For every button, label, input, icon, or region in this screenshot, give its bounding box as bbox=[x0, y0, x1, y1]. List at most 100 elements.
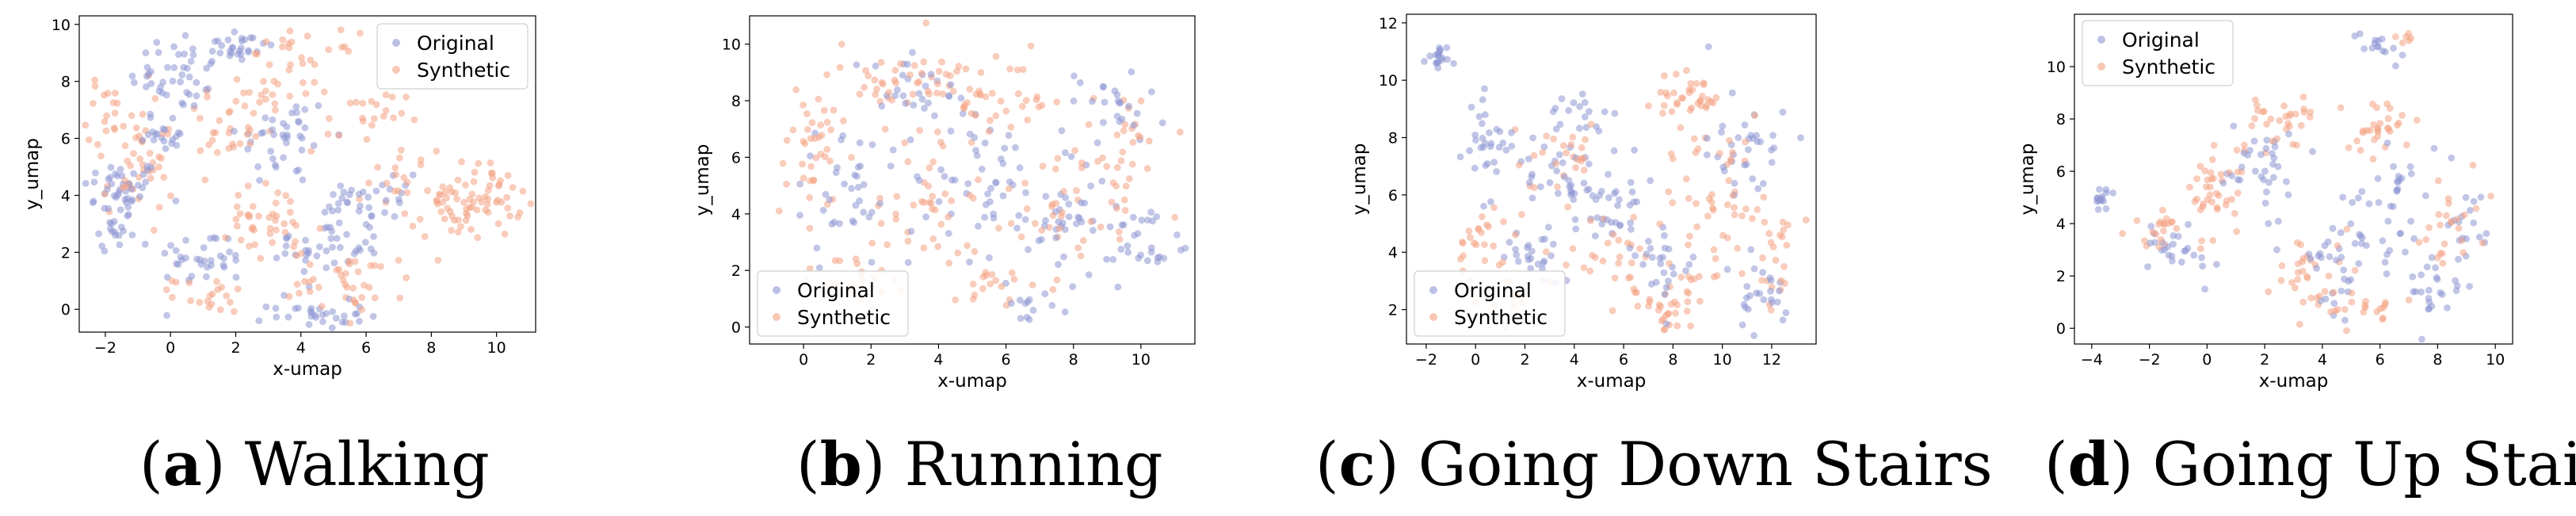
point-original bbox=[147, 164, 155, 171]
point-original bbox=[2094, 205, 2102, 213]
caption-b: (b) Running bbox=[796, 429, 1163, 499]
point-synthetic bbox=[1077, 252, 1085, 260]
point-synthetic bbox=[827, 126, 835, 134]
point-synthetic bbox=[2348, 298, 2356, 306]
point-synthetic bbox=[920, 58, 928, 66]
point-synthetic bbox=[318, 303, 326, 310]
y-tick-label: 6 bbox=[61, 131, 71, 148]
legend-label-synthetic: Synthetic bbox=[417, 59, 510, 82]
point-synthetic bbox=[1715, 150, 1723, 157]
legend-label-synthetic: Synthetic bbox=[2122, 55, 2215, 78]
point-original bbox=[1006, 178, 1013, 185]
point-synthetic bbox=[1512, 231, 1519, 239]
point-synthetic bbox=[1038, 227, 1046, 234]
point-synthetic bbox=[1586, 267, 1594, 275]
point-original bbox=[329, 243, 336, 251]
y-tick-label: 6 bbox=[2056, 163, 2066, 181]
point-synthetic bbox=[1646, 296, 1654, 304]
point-synthetic bbox=[197, 147, 204, 155]
point-synthetic bbox=[2472, 204, 2480, 212]
point-original bbox=[2337, 287, 2345, 295]
point-original bbox=[1766, 274, 1774, 281]
point-synthetic bbox=[354, 268, 362, 276]
point-original bbox=[1589, 192, 1597, 200]
point-synthetic bbox=[2196, 206, 2204, 214]
point-synthetic bbox=[1656, 220, 1664, 227]
point-synthetic bbox=[914, 79, 922, 86]
point-synthetic bbox=[265, 61, 273, 69]
point-synthetic bbox=[2437, 221, 2444, 229]
point-synthetic bbox=[279, 43, 286, 51]
point-original bbox=[1552, 125, 1560, 133]
point-synthetic bbox=[213, 277, 220, 285]
point-original bbox=[329, 308, 337, 315]
point-original bbox=[2387, 202, 2395, 210]
point-synthetic bbox=[216, 117, 223, 124]
point-original bbox=[315, 101, 322, 109]
point-original bbox=[1756, 290, 1764, 297]
y-tick-label: 10 bbox=[1379, 72, 1398, 90]
point-original bbox=[1482, 162, 1490, 170]
point-original bbox=[2263, 188, 2270, 196]
point-original bbox=[1475, 113, 1483, 120]
point-synthetic bbox=[2348, 289, 2356, 297]
panel-b: 0 2 4 6 8 10 0 2 4 6 8 10 x-umap y_umap Original Synthe… bbox=[693, 15, 1196, 392]
point-synthetic bbox=[1749, 215, 1756, 222]
point-synthetic bbox=[992, 277, 1000, 285]
point-synthetic bbox=[232, 97, 240, 105]
point-original bbox=[2349, 199, 2357, 206]
point-original bbox=[95, 230, 102, 238]
panel-a: −2 0 2 4 6 8 10 0 2 4 6 8 10 x-umap y_umap Original Synt… bbox=[22, 15, 536, 380]
point-synthetic bbox=[292, 252, 300, 259]
point-synthetic bbox=[812, 154, 820, 162]
point-original bbox=[1682, 267, 1689, 274]
point-synthetic bbox=[519, 187, 527, 195]
point-original bbox=[966, 258, 973, 266]
point-synthetic bbox=[2228, 196, 2236, 203]
point-synthetic bbox=[1051, 165, 1059, 173]
point-original bbox=[203, 64, 211, 72]
legend-box bbox=[1414, 270, 1566, 337]
point-synthetic bbox=[1661, 72, 1668, 79]
point-synthetic bbox=[1726, 136, 1733, 144]
point-original bbox=[1472, 136, 1479, 144]
point-synthetic bbox=[2277, 277, 2285, 285]
point-original bbox=[910, 101, 918, 109]
point-original bbox=[1549, 108, 1557, 116]
point-synthetic bbox=[2373, 308, 2381, 315]
point-original bbox=[1627, 178, 1635, 186]
point-synthetic bbox=[1658, 109, 1666, 117]
point-synthetic bbox=[925, 182, 932, 190]
point-original bbox=[964, 180, 972, 188]
point-synthetic bbox=[251, 241, 258, 248]
point-synthetic bbox=[233, 203, 241, 211]
point-original bbox=[2240, 149, 2248, 157]
point-original bbox=[1556, 120, 1564, 128]
point-synthetic bbox=[111, 126, 119, 133]
point-synthetic bbox=[823, 71, 830, 78]
point-original bbox=[158, 89, 166, 97]
point-original bbox=[1639, 261, 1647, 269]
point-original bbox=[336, 243, 344, 251]
point-original bbox=[2395, 178, 2402, 185]
point-synthetic bbox=[937, 220, 945, 228]
point-synthetic bbox=[258, 91, 265, 99]
point-original bbox=[207, 60, 215, 67]
x-tick-label: −2 bbox=[94, 339, 116, 357]
point-synthetic bbox=[806, 265, 814, 273]
point-original bbox=[1508, 128, 1515, 136]
point-synthetic bbox=[324, 130, 332, 138]
point-original bbox=[2399, 52, 2406, 59]
x-tick-label: 0 bbox=[2202, 351, 2212, 369]
point-original bbox=[238, 55, 246, 63]
point-synthetic bbox=[2196, 162, 2204, 170]
point-synthetic bbox=[1483, 221, 1490, 229]
point-synthetic bbox=[1765, 230, 1773, 237]
point-original bbox=[1754, 185, 1762, 193]
point-original bbox=[2228, 172, 2236, 180]
point-synthetic bbox=[448, 227, 455, 235]
point-synthetic bbox=[2303, 273, 2311, 281]
point-original bbox=[1131, 231, 1138, 239]
point-synthetic bbox=[2362, 297, 2369, 305]
point-original bbox=[957, 94, 965, 102]
